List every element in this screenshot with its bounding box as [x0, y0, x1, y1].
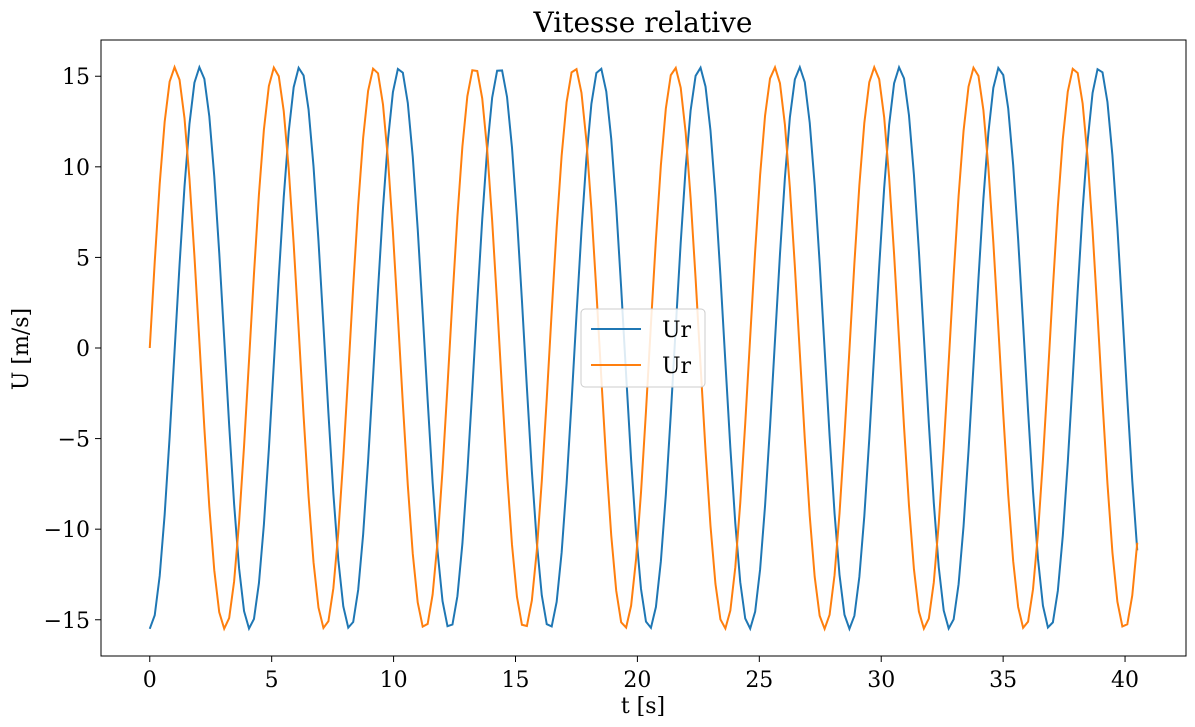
x-tick-label: 15	[501, 668, 529, 693]
y-tick-label: 10	[62, 156, 90, 181]
plot-lines	[148, 64, 1139, 632]
y-tick-label: 15	[62, 65, 90, 90]
x-tick-label: 40	[1111, 668, 1139, 693]
x-tick-label: 5	[265, 668, 279, 693]
y-tick-label: −15	[44, 609, 90, 634]
x-tick-label: 25	[745, 668, 773, 693]
chart-title: Vitesse relative	[533, 6, 753, 39]
x-axis-label: t [s]	[621, 694, 665, 719]
legend-label-0: Ur	[662, 318, 692, 343]
y-tick-label: 5	[76, 246, 90, 271]
series-line-1	[148, 64, 1139, 632]
x-axis: 0 5 10 15 20 25 30 35 40	[143, 656, 1139, 693]
x-tick-label: 10	[380, 668, 408, 693]
series-line-0	[148, 64, 1139, 632]
y-axis-label: U [m/s]	[9, 308, 34, 390]
legend: Ur Ur	[580, 308, 706, 388]
y-tick-label: 0	[76, 337, 90, 362]
y-axis: −15 −10 −5 0 5 10 15	[44, 65, 101, 634]
x-tick-label: 35	[989, 668, 1017, 693]
legend-label-1: Ur	[662, 354, 692, 379]
x-tick-label: 0	[143, 668, 157, 693]
x-tick-label: 30	[867, 668, 895, 693]
y-tick-label: −10	[44, 518, 90, 543]
y-tick-label: −5	[58, 428, 90, 453]
x-tick-label: 20	[623, 668, 651, 693]
